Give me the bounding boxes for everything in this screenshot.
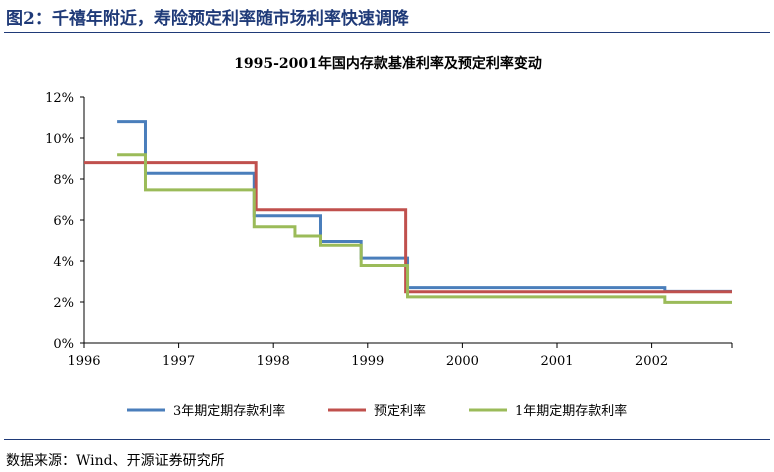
x-tick-label: 2002 [635,354,668,369]
series-line-3 [117,153,732,304]
chart-axes: 0% 2% 4% 6% 8% 10% 12% 1996 1997 1998 1999 2000 2001… [45,91,733,369]
y-tick-label: 12% [45,91,74,106]
y-tick-label: 8% [53,173,74,188]
series-line-2 [84,161,732,294]
y-tick-label: 2% [53,296,74,311]
legend-label: 3年期定期存款利率 [173,403,285,419]
data-source-note: 数据来源：Wind、开源证券研究所 [6,453,225,469]
legend-label: 预定利率 [374,403,426,419]
step-line-chart: 1995-2001年国内存款基准利率及预定利率变动 0% 2% 4% 6% 8% 10% 1… [45,55,733,419]
y-tick-label: 10% [45,132,74,147]
chart-legend: 3年期定期存款利率 预定利率 1年期定期存款利率 [127,403,627,419]
series-line-1 [117,120,732,293]
x-tick-label: 1997 [162,354,195,369]
title-divider [4,32,770,33]
y-tick-label: 0% [53,337,74,352]
x-tick-label: 1996 [67,354,100,369]
figure-title: 图2：千禧年附近，寿险预定利率随市场利率快速调降 [6,9,409,29]
x-tick-label: 2001 [540,354,573,369]
legend-label: 1年期定期存款利率 [515,403,627,419]
x-tick-label: 1999 [351,354,384,369]
series-layer [84,120,732,304]
source-divider [4,439,770,440]
chart-title: 1995-2001年国内存款基准利率及预定利率变动 [234,55,542,72]
y-tick-label: 4% [53,255,74,270]
x-tick-label: 2000 [446,354,479,369]
x-tick-label: 1998 [257,354,290,369]
y-tick-label: 6% [53,214,74,229]
